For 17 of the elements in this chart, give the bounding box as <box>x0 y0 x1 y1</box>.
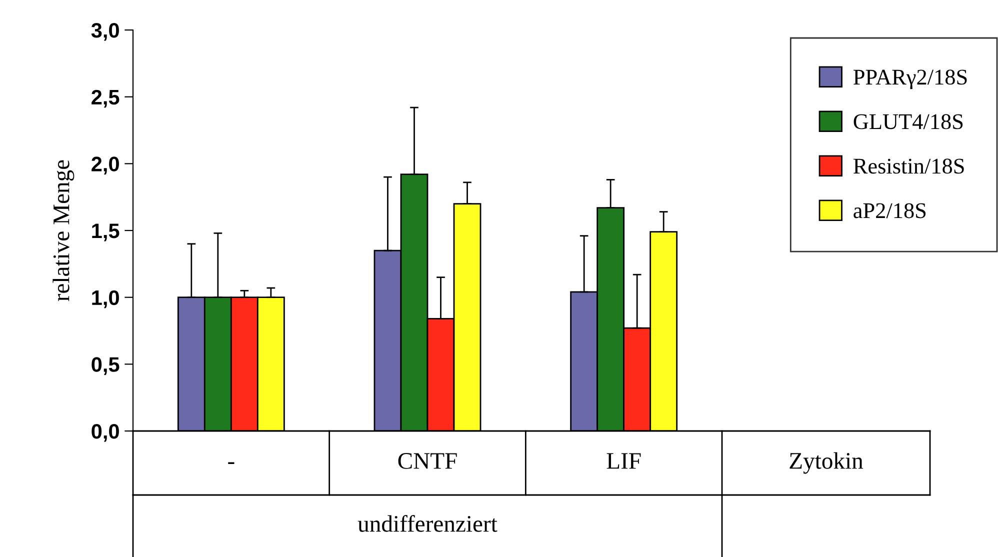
legend-label: Resistin/18S <box>854 158 964 174</box>
x-tick-label: LIF <box>606 453 641 469</box>
y-tick-label: 2,5 <box>92 90 120 108</box>
x-tick-label: CNTF <box>398 453 457 469</box>
y-tick-label: 1,0 <box>92 290 119 308</box>
y-tick-label: 2,0 <box>92 156 119 174</box>
y-tick-label: 0,5 <box>92 357 120 375</box>
y-tick-label: 0,0 <box>92 424 119 442</box>
y-tick-label: 3,0 <box>91 23 119 41</box>
x-tick-label: - <box>228 462 234 464</box>
text: Zytokin <box>790 452 864 474</box>
y-tick-label: 1,5 <box>92 224 120 242</box>
text: undifferenziert <box>358 515 498 532</box>
y-axis-title: relative Menge <box>52 160 74 302</box>
legend-label: aP2/18S <box>854 203 926 218</box>
legend-label: GLUT4/18S <box>854 114 963 130</box>
legend-label: PPARγ2/18S <box>854 70 967 90</box>
